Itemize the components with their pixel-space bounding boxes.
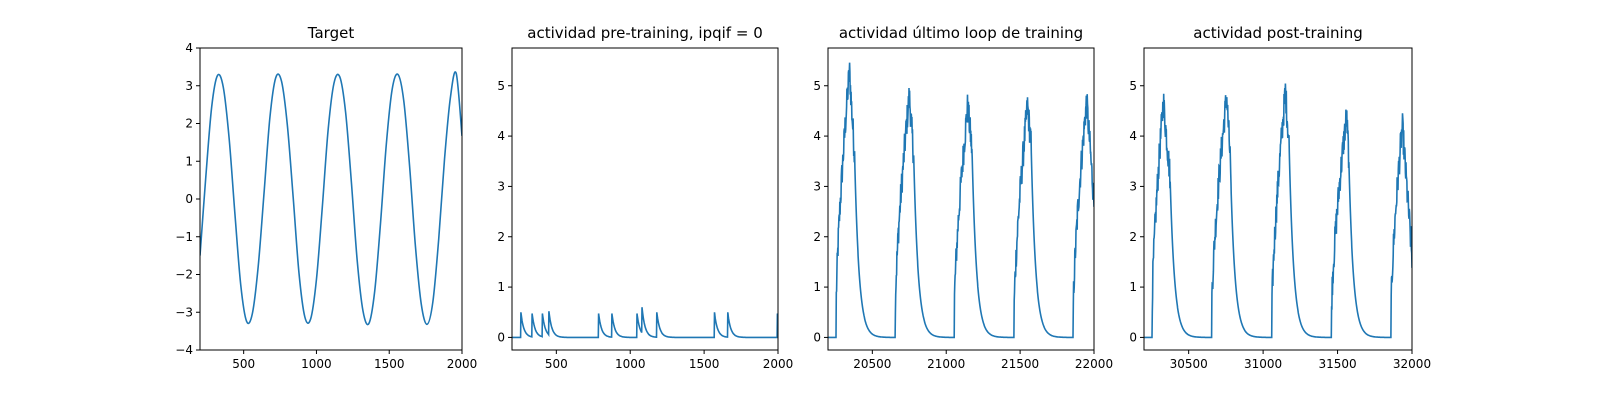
x-tick-label: 22000 — [1075, 357, 1113, 371]
y-tick-label: 2 — [813, 230, 821, 244]
series-line — [828, 62, 1094, 339]
panel-title: Target — [307, 24, 355, 42]
y-tick-label: 4 — [1129, 129, 1137, 143]
y-tick-label: 0 — [185, 192, 193, 206]
panel-1: Target 500 1000 1500 2000 −4 −3 −2 −1 0 1 2 3 4 — [175, 24, 477, 371]
y-tick-label: 2 — [1129, 230, 1137, 244]
x-tick-label: 31000 — [1244, 357, 1282, 371]
x-tick-label: 500 — [545, 357, 568, 371]
y-tick-label: 3 — [497, 179, 505, 193]
y-tick-label: 3 — [1129, 179, 1137, 193]
y-tick-label: 1 — [1129, 280, 1137, 294]
axes-frame — [827, 47, 1095, 351]
x-tick-label: 21500 — [1001, 357, 1039, 371]
y-tick-label: 1 — [813, 280, 821, 294]
y-tick-label: 1 — [497, 280, 505, 294]
panel-title: actividad post-training — [1193, 24, 1362, 42]
y-tick-label: 4 — [185, 41, 193, 55]
y-tick-label: 3 — [813, 179, 821, 193]
y-tick-label: 5 — [1129, 79, 1137, 93]
y-tick-label: 1 — [185, 154, 193, 168]
y-tick-label: 5 — [813, 79, 821, 93]
y-tick-label: 2 — [497, 230, 505, 244]
x-tick-label: 2000 — [447, 357, 478, 371]
x-tick-label: 1500 — [689, 357, 720, 371]
x-tick-label: 500 — [232, 357, 255, 371]
x-tick-label: 2000 — [763, 357, 794, 371]
y-tick-label: 4 — [813, 129, 821, 143]
y-tick-label: −3 — [175, 305, 193, 319]
series-line — [200, 71, 462, 326]
x-tick-label: 1000 — [301, 357, 332, 371]
series-line — [1144, 83, 1412, 339]
y-tick-label: −2 — [175, 268, 193, 282]
x-tick-label: 1500 — [374, 357, 405, 371]
y-tick-label: −1 — [175, 230, 193, 244]
series-line — [512, 307, 778, 339]
x-tick-label: 30500 — [1170, 357, 1208, 371]
x-tick-label: 20500 — [853, 357, 891, 371]
y-tick-label: 0 — [497, 330, 505, 344]
axes-frame — [511, 47, 779, 351]
axes-frame — [199, 47, 463, 351]
y-tick-label: 4 — [497, 129, 505, 143]
panel-title: actividad pre-training, ipqif = 0 — [527, 24, 763, 42]
y-tick-label: 3 — [185, 79, 193, 93]
x-tick-label: 31500 — [1318, 357, 1356, 371]
y-tick-label: 2 — [185, 117, 193, 131]
x-tick-label: 1000 — [615, 357, 646, 371]
axes-frame — [1143, 47, 1413, 351]
y-tick-label: 5 — [497, 79, 505, 93]
panel-title: actividad último loop de training — [839, 24, 1083, 42]
panel-2: actividad pre-training, ipqif = 0 500 1000… — [497, 24, 793, 371]
x-tick-label: 32000 — [1393, 357, 1431, 371]
y-tick-label: 0 — [1129, 330, 1137, 344]
x-tick-label: 21000 — [927, 357, 965, 371]
y-tick-label: 0 — [813, 330, 821, 344]
y-tick-label: −4 — [175, 343, 193, 357]
